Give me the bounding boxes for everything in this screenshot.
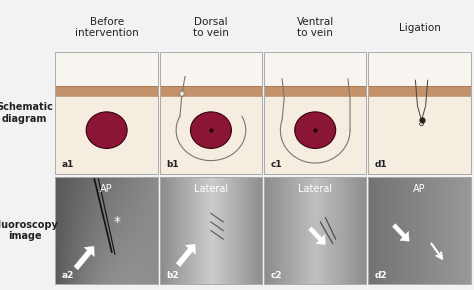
Ellipse shape	[86, 112, 127, 148]
FancyArrow shape	[74, 246, 94, 270]
Bar	[160, 86, 262, 96]
Text: b2: b2	[166, 271, 179, 280]
FancyArrow shape	[309, 227, 325, 244]
Text: c2: c2	[270, 271, 282, 280]
Circle shape	[180, 91, 184, 96]
Text: d2: d2	[374, 271, 387, 280]
Text: Lateral: Lateral	[298, 184, 332, 194]
Text: c1: c1	[270, 160, 282, 169]
Text: Before
intervention: Before intervention	[75, 17, 138, 38]
Bar	[368, 52, 471, 86]
Text: a1: a1	[62, 160, 74, 169]
Ellipse shape	[295, 112, 336, 148]
Text: a2: a2	[62, 271, 74, 280]
Bar	[160, 96, 262, 174]
Text: *: *	[113, 215, 120, 229]
Text: Ligation: Ligation	[399, 23, 440, 32]
FancyArrow shape	[392, 224, 409, 241]
Text: Lateral: Lateral	[194, 184, 228, 194]
Ellipse shape	[191, 112, 231, 148]
Text: AP: AP	[413, 184, 426, 194]
Text: b1: b1	[166, 160, 179, 169]
Text: AP: AP	[100, 184, 113, 194]
Bar	[264, 52, 366, 86]
Bar	[264, 86, 366, 96]
Bar	[55, 52, 158, 86]
Text: Dorsal
to vein: Dorsal to vein	[193, 17, 229, 38]
FancyArrow shape	[176, 244, 195, 267]
Bar	[368, 96, 471, 174]
Text: Ventral
to vein: Ventral to vein	[297, 17, 334, 38]
Text: Fluoroscopy
image: Fluoroscopy image	[0, 220, 58, 241]
Bar	[55, 96, 158, 174]
Text: Schematic
diagram: Schematic diagram	[0, 102, 53, 124]
Bar	[160, 52, 262, 86]
Bar	[264, 96, 366, 174]
Bar	[55, 86, 158, 96]
Text: d1: d1	[374, 160, 387, 169]
Bar	[368, 86, 471, 96]
